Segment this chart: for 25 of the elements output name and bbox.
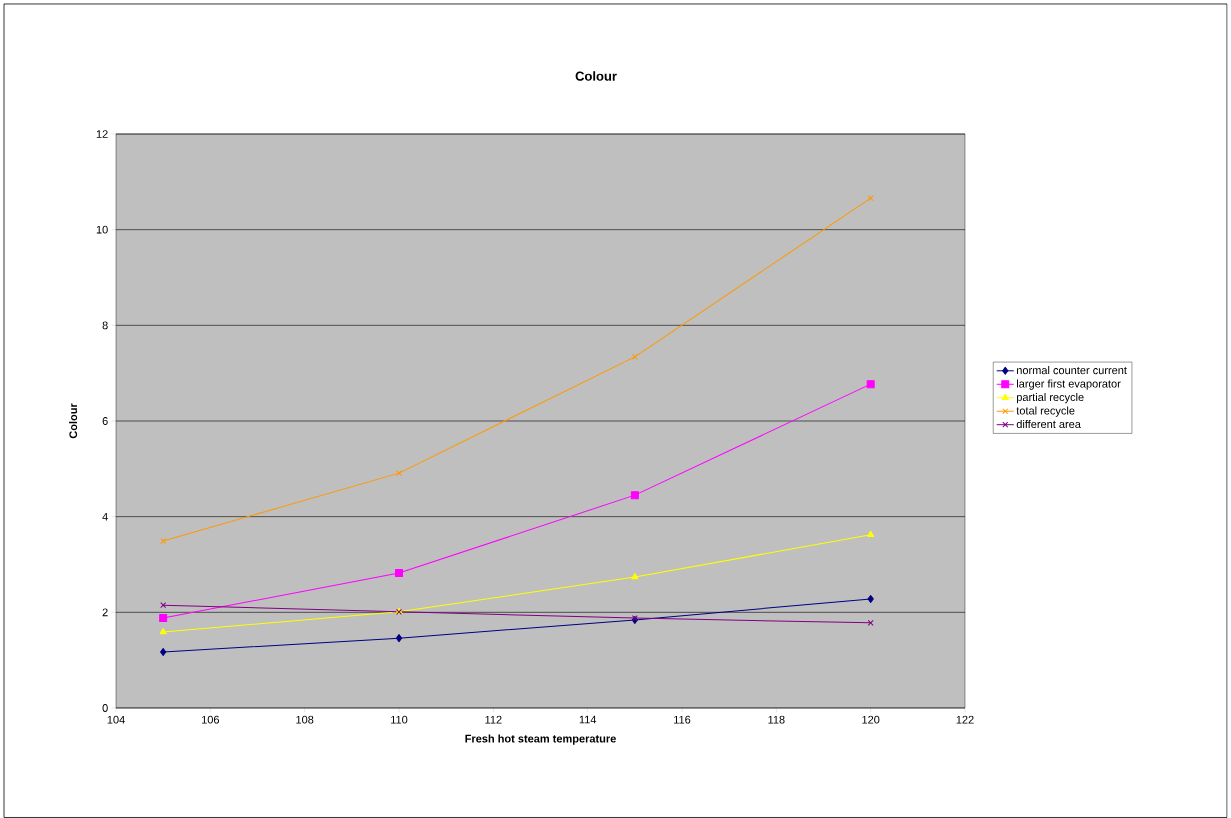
legend-label: normal counter current bbox=[1017, 366, 1127, 375]
x-tick-label: 104 bbox=[107, 715, 125, 724]
y-axis-title: Colour bbox=[69, 403, 78, 439]
y-tick-label: 4 bbox=[102, 512, 108, 521]
x-tick-label: 120 bbox=[862, 715, 880, 724]
y-tick-label: 12 bbox=[96, 130, 108, 138]
legend-label: partial recycle bbox=[1017, 393, 1084, 404]
x-axis-title: Fresh hot steam temperature bbox=[465, 734, 616, 745]
chart-title: Colour bbox=[575, 71, 617, 81]
x-tick-label: 114 bbox=[579, 715, 597, 724]
y-tick-label: 10 bbox=[96, 225, 108, 234]
x-tick-label: 108 bbox=[296, 715, 314, 724]
legend-label: larger first evaporator bbox=[1017, 379, 1121, 390]
legend-label: different area bbox=[1016, 419, 1081, 429]
x-tick-label: 106 bbox=[202, 715, 220, 724]
x-tick-label: 112 bbox=[485, 715, 502, 724]
x-tick-label: 118 bbox=[768, 715, 785, 724]
legend-label: total recycle bbox=[1016, 406, 1075, 417]
y-tick-label: 0 bbox=[102, 704, 108, 712]
y-tick-label: 2 bbox=[102, 608, 108, 617]
x-tick-label: 110 bbox=[391, 715, 408, 724]
x-tick-label: 122 bbox=[956, 715, 974, 724]
y-tick-label: 6 bbox=[102, 417, 108, 425]
y-tick-label: 8 bbox=[102, 321, 108, 330]
x-tick-label: 116 bbox=[674, 715, 691, 724]
